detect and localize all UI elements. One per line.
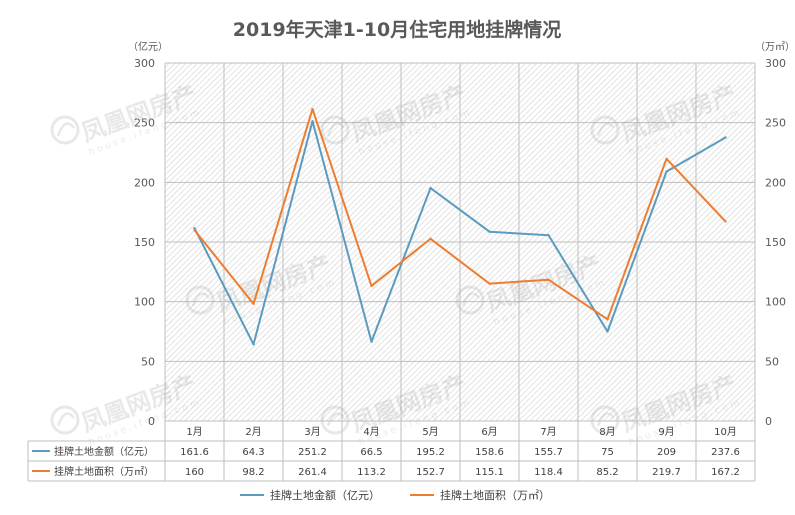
series-1-point — [193, 226, 196, 230]
series-2-point — [429, 237, 432, 240]
series-2-point — [311, 107, 314, 111]
table-series-1-value: 251.2 — [298, 447, 327, 458]
series-2-point — [370, 284, 373, 288]
watermark-swirl — [596, 122, 615, 137]
series-1-point — [606, 330, 609, 333]
series-1-point — [665, 170, 668, 173]
x-tick-label: 2月 — [245, 426, 261, 438]
table-series-2-value: 167.2 — [711, 467, 740, 478]
legend-label-1: 挂牌土地金额（亿元） — [270, 488, 380, 502]
y-right-tick-label: 250 — [765, 117, 786, 130]
series-2-point — [252, 302, 255, 306]
series-2-point — [606, 318, 609, 321]
series-1-point — [311, 120, 314, 123]
table-series-2-value: 152.7 — [416, 467, 445, 478]
y-right-tick-label: 0 — [765, 415, 772, 428]
table-series-1-value: 64.3 — [242, 447, 264, 458]
x-tick-label: 3月 — [304, 426, 320, 438]
y-left-tick-label: 300 — [134, 57, 155, 70]
y-right-tick-label: 100 — [765, 296, 786, 309]
y-left-tick-label: 200 — [134, 176, 155, 189]
x-tick-label: 1月 — [186, 426, 202, 438]
series-2-point — [193, 228, 196, 232]
table-series-1-value: 158.6 — [475, 447, 504, 458]
table-series-2-value: 160 — [185, 467, 204, 478]
table-series-2-value: 261.4 — [298, 467, 327, 478]
table-series-2-value: 115.1 — [475, 467, 504, 478]
table-series-2-value: 219.7 — [652, 467, 681, 478]
y-left-tick-label: 150 — [134, 236, 155, 249]
table-series-2-value: 85.2 — [596, 467, 618, 478]
table-series-2-value: 113.2 — [357, 467, 386, 478]
watermark-icon — [590, 115, 620, 145]
series-line-2 — [193, 108, 727, 321]
y-left-tick-label: 100 — [134, 296, 155, 309]
y-right-tick-label: 300 — [765, 57, 786, 70]
y-right-tick-label: 50 — [765, 355, 779, 368]
y-right-unit: （万㎡） — [755, 41, 795, 53]
chart-title: 2019年天津1-10月住宅用地挂牌情况 — [233, 18, 561, 41]
x-tick-label: 8月 — [599, 426, 615, 438]
watermark-swirl — [56, 122, 75, 137]
y-left-tick-label: 250 — [134, 117, 155, 130]
x-tick-label: 6月 — [481, 426, 497, 438]
series-2-point — [724, 220, 727, 223]
y-left-unit: （亿元） — [128, 40, 168, 53]
series-2-point — [665, 157, 668, 161]
watermark-icon — [320, 405, 350, 435]
x-tick-label: 4月 — [363, 426, 379, 438]
watermark-icon — [455, 285, 485, 315]
table-series-1-value: 75 — [601, 447, 614, 458]
y-left-tick-label: 50 — [141, 355, 155, 368]
table-series-1-value: 237.6 — [711, 447, 740, 458]
table-series-1-value: 161.6 — [180, 447, 209, 458]
watermark-swirl — [326, 122, 345, 137]
series-2-point — [547, 278, 550, 281]
x-tick-label: 5月 — [422, 426, 438, 438]
series-line-1 — [193, 120, 727, 346]
series-1-point — [547, 233, 550, 237]
y-right-tick-label: 150 — [765, 236, 786, 249]
y-right-tick-label: 200 — [765, 176, 786, 189]
table-series-1-value: 155.7 — [534, 447, 563, 458]
legend-label-2: 挂牌土地面积（万㎡） — [440, 488, 550, 502]
series-1-point — [370, 340, 373, 343]
table-series-1-value: 195.2 — [416, 447, 445, 458]
table-series-1-value: 209 — [657, 447, 676, 458]
watermark-icon — [50, 405, 80, 435]
series-2-point — [488, 282, 491, 285]
table-series-1-name: 挂牌土地金额（亿元） — [54, 445, 154, 458]
watermark-icon — [185, 285, 215, 315]
series-lines — [193, 107, 727, 346]
table-series-2-name: 挂牌土地面积（万㎡） — [54, 465, 154, 478]
series-1-point — [488, 230, 491, 233]
watermark-swirl — [191, 292, 210, 307]
watermark-icon — [50, 115, 80, 145]
legend: 挂牌土地金额（亿元） 挂牌土地面积（万㎡） — [240, 488, 550, 502]
table-series-2-value: 98.2 — [242, 467, 264, 478]
table-series-1-value: 66.5 — [360, 447, 382, 458]
x-tick-label: 10月 — [714, 426, 737, 438]
watermark-icon — [590, 405, 620, 435]
watermark-icon — [320, 115, 350, 145]
y-right-axis: 0 50 100 150 200 250 300 — [765, 57, 786, 428]
series-1-point — [429, 186, 432, 190]
y-left-tick-label: 0 — [148, 415, 155, 428]
series-1-point — [252, 343, 255, 346]
watermark-swirl — [56, 412, 75, 427]
x-tick-label: 9月 — [658, 426, 674, 438]
watermark-swirl — [326, 412, 345, 427]
series-1-point — [724, 136, 727, 139]
y-left-axis: 0 50 100 150 200 250 300 — [134, 57, 155, 428]
watermark-swirl — [596, 412, 615, 427]
table-series-2-value: 118.4 — [534, 467, 563, 478]
watermark-swirl — [461, 292, 480, 307]
x-tick-label: 7月 — [540, 426, 556, 438]
grid — [164, 62, 756, 422]
